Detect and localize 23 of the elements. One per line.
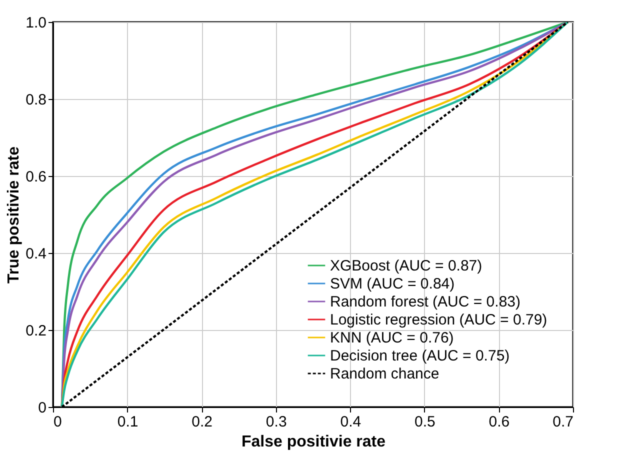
y-axis-title: True positivie rate [6,146,23,284]
legend-label: Logistic regression (AUC = 0.79) [330,312,548,328]
x-tick-label: 0.3 [266,414,287,430]
legend-label: Random chance [330,366,440,382]
x-tick-label: 0.2 [192,414,212,430]
x-tick-label: 0.5 [414,414,436,430]
x-tick-label: 0 [54,414,62,430]
x-tick-label: 0.4 [340,414,362,430]
legend-label: KNN (AUC = 0.76) [330,330,454,346]
x-tick-label: 0.1 [117,414,138,430]
legend-label: XGBoost (AUC = 0.87) [330,258,482,274]
x-tick-label: 0.7 [552,414,574,430]
y-tick-label: 0.8 [26,92,46,108]
legend-label: SVM (AUC = 0.84) [330,276,455,292]
y-tick-label: 0.6 [26,168,46,186]
x-axis-title: False positivie rate [241,434,386,450]
y-tick-label: 1.0 [26,14,46,32]
legend-label: Random forest (AUC = 0.83) [330,294,520,310]
x-tick-label: 0.6 [488,414,510,430]
y-tick-label: 0 [38,400,46,416]
y-tick-label: 0.4 [26,246,46,262]
legend-label: Decision tree (AUC = 0.75) [330,348,510,364]
y-tick-label: 0.2 [26,322,46,340]
